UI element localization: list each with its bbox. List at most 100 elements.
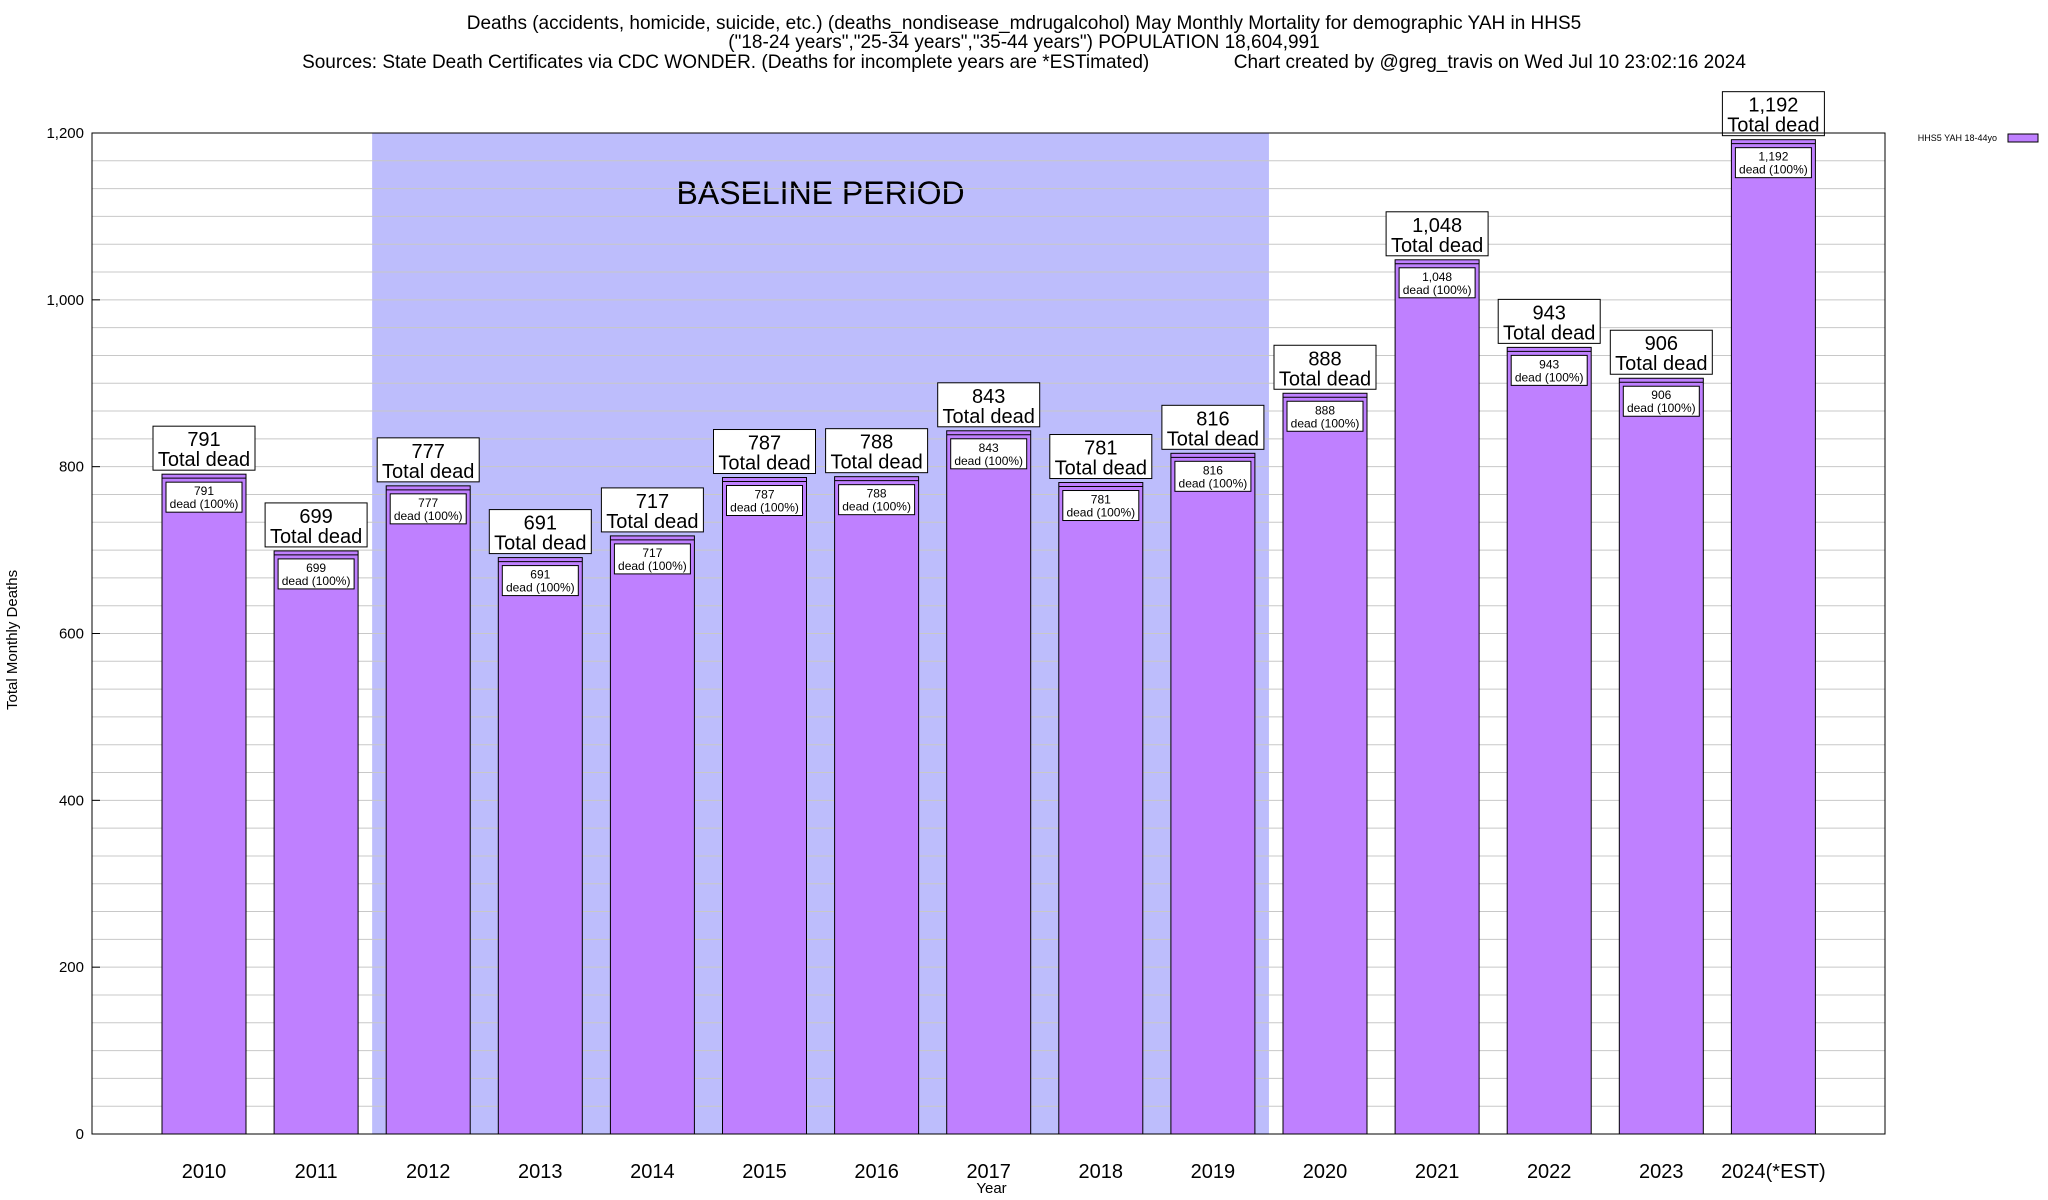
- inner-label-box: [1062, 490, 1140, 522]
- inner-value-label: 717: [642, 546, 662, 560]
- x-tick-label: 2018: [1079, 1161, 1124, 1183]
- total-value-label: 791: [187, 429, 220, 451]
- total-dead-label: Total dead: [1727, 115, 1819, 137]
- y-tick-label: 0: [76, 1126, 84, 1143]
- inner-label-box: [277, 558, 355, 590]
- y-tick-label: 400: [59, 792, 84, 809]
- total-label-box: [1161, 404, 1265, 450]
- total-dead-label: Total dead: [1503, 322, 1595, 344]
- total-dead-label: Total dead: [718, 453, 810, 475]
- inner-percent-label: dead (100%): [1291, 416, 1360, 430]
- inner-value-label: 777: [418, 496, 438, 510]
- total-label-box: [1497, 298, 1601, 344]
- inner-value-label: 888: [1315, 403, 1335, 417]
- total-value-label: 777: [412, 441, 445, 463]
- x-tick-label: 2022: [1527, 1161, 1572, 1183]
- bar-2015: [722, 477, 807, 1135]
- bar-2017: [946, 430, 1032, 1135]
- inner-percent-label: dead (100%): [1515, 370, 1584, 384]
- total-label-box: [600, 487, 704, 533]
- legend-label: HHS5 YAH 18-44yo: [1918, 133, 1997, 143]
- bar-2012: [385, 485, 471, 1135]
- inner-label-box: [1734, 147, 1812, 179]
- bar-2019: [1170, 452, 1256, 1135]
- x-tick-label: 2015: [742, 1161, 787, 1183]
- total-dead-label: Total dead: [1615, 353, 1707, 375]
- total-dead-label: Total dead: [1055, 458, 1147, 480]
- total-label-box: [1609, 329, 1713, 375]
- x-tick-label: 2019: [1191, 1161, 1236, 1183]
- y-tick-label: 200: [59, 959, 84, 976]
- x-tick-label: 2020: [1303, 1161, 1348, 1183]
- total-dead-label: Total dead: [158, 449, 250, 471]
- bar-2022: [1506, 346, 1592, 1135]
- total-value-label: 699: [299, 506, 332, 528]
- inner-percent-label: dead (100%): [394, 509, 463, 523]
- inner-percent-label: dead (100%): [282, 574, 351, 588]
- x-tick-label: 2023: [1639, 1161, 1684, 1183]
- total-value-label: 943: [1533, 302, 1566, 324]
- x-tick-label: 2024(*EST): [1721, 1161, 1826, 1183]
- total-dead-label: Total dead: [382, 461, 474, 483]
- inner-value-label: 691: [530, 568, 550, 582]
- total-dead-label: Total dead: [1391, 235, 1483, 257]
- inner-value-label: 906: [1651, 388, 1671, 402]
- inner-percent-label: dead (100%): [1739, 163, 1808, 177]
- total-label-box: [937, 382, 1041, 428]
- total-value-label: 816: [1196, 408, 1229, 430]
- inner-value-label: 787: [754, 488, 774, 502]
- x-axis-label: Year: [976, 1180, 1007, 1197]
- bar-2023: [1618, 377, 1704, 1135]
- inner-label-box: [726, 485, 803, 517]
- inner-percent-label: dead (100%): [1403, 283, 1472, 297]
- inner-label-box: [1510, 354, 1588, 386]
- inner-percent-label: dead (100%): [170, 497, 239, 511]
- x-tick-label: 2014: [630, 1161, 675, 1183]
- inner-percent-label: dead (100%): [1627, 401, 1696, 415]
- x-tick-label: 2010: [182, 1161, 227, 1183]
- x-tick-label: 2021: [1415, 1161, 1460, 1183]
- bar-2013: [497, 557, 583, 1135]
- inner-label-box: [501, 565, 579, 597]
- bar-2011: [273, 550, 359, 1135]
- inner-value-label: 788: [867, 487, 887, 501]
- total-label-box: [825, 428, 929, 474]
- total-value-label: 781: [1084, 438, 1117, 460]
- total-dead-label: Total dead: [830, 452, 922, 474]
- bars: [161, 139, 1816, 1135]
- inner-label-box: [613, 543, 691, 575]
- inner-label-box: [838, 484, 916, 516]
- total-label-box: [1049, 434, 1153, 480]
- total-value-label: 1,192: [1748, 95, 1798, 117]
- y-tick-label: 1,200: [46, 125, 84, 142]
- inner-value-label: 791: [194, 484, 214, 498]
- y-tick-label: 1,000: [46, 292, 84, 309]
- baseline-period-label: BASELINE PERIOD: [677, 175, 965, 211]
- total-label-box: [488, 509, 592, 555]
- bar-2010: [161, 473, 247, 1135]
- inner-value-label: 699: [306, 561, 326, 575]
- total-label-box: [376, 437, 480, 483]
- bar-2020: [1282, 392, 1368, 1135]
- inner-value-label: 816: [1203, 463, 1223, 477]
- total-value-label: 888: [1308, 348, 1341, 370]
- total-value-label: 788: [860, 432, 893, 454]
- bar-2018: [1058, 482, 1144, 1135]
- total-value-label: 787: [748, 433, 781, 455]
- chart-title-line-1: Deaths (accidents, homicide, suicide, et…: [466, 13, 1582, 34]
- total-dead-label: Total dead: [943, 406, 1035, 428]
- inner-percent-label: dead (100%): [842, 500, 911, 514]
- total-value-label: 717: [636, 491, 669, 513]
- total-label-box: [1273, 344, 1377, 390]
- total-value-label: 691: [524, 513, 557, 535]
- legend-swatch: [2007, 133, 2039, 143]
- inner-percent-label: dead (100%): [730, 501, 799, 515]
- total-dead-label: Total dead: [1279, 368, 1371, 390]
- inner-value-label: 1,048: [1422, 270, 1452, 284]
- inner-percent-label: dead (100%): [506, 581, 575, 595]
- total-dead-label: Total dead: [494, 533, 586, 555]
- inner-percent-label: dead (100%): [618, 559, 687, 573]
- inner-label-box: [1174, 460, 1252, 492]
- total-dead-label: Total dead: [606, 511, 698, 533]
